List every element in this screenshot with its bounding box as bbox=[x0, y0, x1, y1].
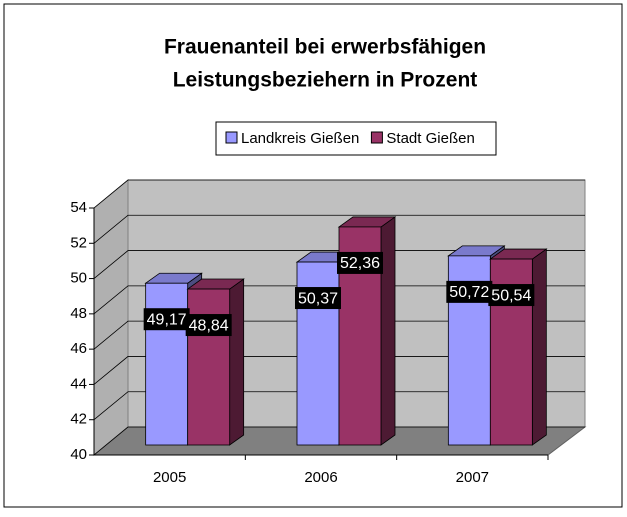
bar bbox=[489, 248, 548, 446]
bar-side bbox=[229, 278, 245, 446]
legend-swatch bbox=[370, 131, 383, 144]
side-wall bbox=[93, 178, 129, 457]
y-tick-label: 42 bbox=[70, 411, 87, 428]
data-label-bg bbox=[143, 308, 190, 331]
grid-line bbox=[93, 179, 585, 209]
data-label: 52,36 bbox=[340, 255, 380, 272]
data-label-bg bbox=[295, 287, 341, 310]
y-tick-label: 40 bbox=[70, 446, 87, 463]
grid-line bbox=[93, 426, 585, 456]
y-tick-label: 54 bbox=[70, 199, 87, 216]
data-label: 50,37 bbox=[298, 290, 338, 307]
y-tick-label: 44 bbox=[70, 375, 87, 392]
x-tick-label: 2005 bbox=[153, 469, 186, 486]
bar-front bbox=[187, 288, 231, 446]
data-label: 49,17 bbox=[147, 311, 187, 328]
data-label: 50,72 bbox=[449, 284, 489, 301]
y-tick-label: 48 bbox=[70, 305, 87, 322]
legend-swatch bbox=[225, 131, 238, 144]
bar bbox=[186, 278, 245, 446]
data-label-bg bbox=[337, 251, 383, 274]
legend-box bbox=[215, 121, 497, 156]
data-label: 48,84 bbox=[189, 317, 229, 334]
bar-side bbox=[531, 248, 547, 446]
grid-line bbox=[93, 285, 585, 315]
legend-label: Stadt Gießen bbox=[386, 130, 474, 147]
grid-line bbox=[93, 214, 585, 244]
y-tick-label: 46 bbox=[70, 340, 87, 357]
bar-side bbox=[380, 216, 396, 446]
bar-front bbox=[145, 282, 189, 446]
grid-line bbox=[93, 391, 585, 421]
grid-line bbox=[93, 250, 585, 279]
chart-subtitle: Leistungsbeziehern in Prozent bbox=[173, 69, 478, 92]
x-tick-label: 2006 bbox=[304, 469, 337, 486]
legend-label: Landkreis Gießen bbox=[241, 130, 359, 147]
data-label: 50,54 bbox=[491, 287, 531, 304]
data-label-bg bbox=[185, 314, 232, 337]
grid-line bbox=[93, 356, 585, 385]
y-tick-label: 50 bbox=[70, 270, 87, 287]
grid-line bbox=[93, 320, 585, 350]
x-tick-label: 2007 bbox=[456, 469, 489, 486]
data-label-bg bbox=[488, 284, 535, 307]
data-label-bg bbox=[446, 280, 493, 303]
y-tick-label: 52 bbox=[70, 234, 87, 251]
bar bbox=[337, 216, 397, 446]
chart-title: Frauenanteil bei erwerbsfähigen bbox=[164, 36, 486, 59]
